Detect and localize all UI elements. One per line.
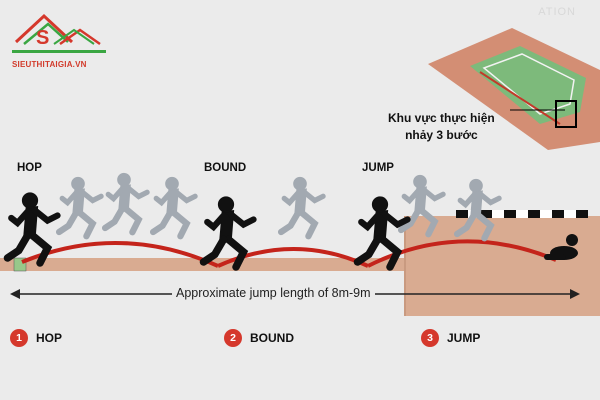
logo-roof-small [59, 28, 101, 46]
stadium-thumbnail [428, 28, 600, 150]
logo-bar [12, 50, 106, 53]
runway-line [479, 71, 561, 125]
legend-number-badge: 3 [421, 329, 439, 347]
logo: S [12, 13, 106, 53]
logo-roof-small-green [53, 28, 95, 45]
jump-arc [367, 239, 557, 268]
legend-item-2: 2 BOUND [224, 329, 294, 347]
legend-number-badge: 2 [224, 329, 242, 347]
ghost-runners [59, 173, 499, 238]
logo-roof-green [23, 22, 69, 45]
phase-label-bound: BOUND [204, 162, 247, 174]
highlight-box [555, 100, 577, 128]
phase-label-jump: JUMP [362, 162, 394, 174]
legend-label: JUMP [447, 331, 481, 345]
logo-s-letter: S [36, 27, 49, 49]
legend-label: BOUND [250, 331, 294, 345]
stadium-lane-lines [482, 53, 575, 115]
ghost-runner [281, 177, 323, 236]
ghost-runner [153, 177, 195, 236]
callout-line-1: Khu vực thực hiện [388, 111, 495, 125]
logo-brand-text: SIEUTHITAIGIA.VN [12, 60, 87, 69]
legend-label: HOP [36, 331, 63, 345]
pit-barrier [456, 210, 588, 218]
legend-number-badge: 1 [10, 329, 28, 347]
legend-item-1: 1 HOP [10, 329, 62, 347]
phase-label-hop: HOP [17, 162, 42, 174]
bound-arc [217, 247, 369, 268]
callout-line-2: nhảy 3 bước [405, 128, 478, 143]
left-arrowhead [10, 289, 20, 299]
jump-length-label: Approximate jump length of 8m-9m [172, 286, 375, 300]
landing-athlete [544, 234, 578, 260]
legend-item-3: 3 JUMP [421, 329, 480, 347]
header-fragment: ATION [538, 6, 576, 18]
callout-label: Khu vực thực hiện nhảy 3 bước [388, 110, 495, 145]
ghost-runner [59, 177, 101, 236]
right-arrowhead [570, 289, 580, 299]
ghost-runner [105, 173, 147, 232]
logo-roof-red [14, 13, 74, 44]
sand-pit [405, 216, 600, 316]
